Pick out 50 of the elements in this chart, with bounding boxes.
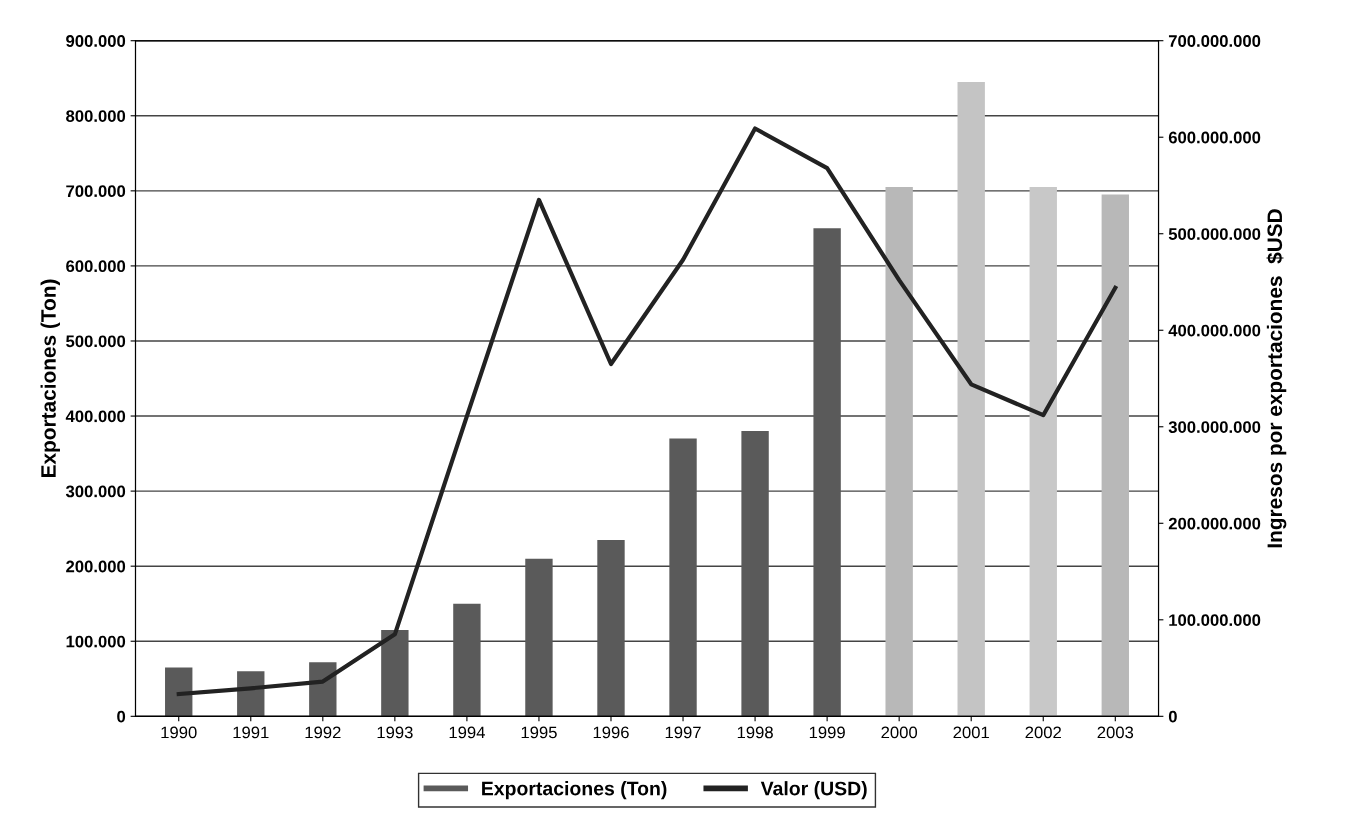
y-tick-label: 300.000 <box>65 485 126 498</box>
x-tick-label: 1997 <box>665 726 701 739</box>
y2-tick-label: 500.000.000 <box>1168 228 1261 240</box>
bar <box>309 662 337 717</box>
line-series <box>176 126 1118 697</box>
x-tick-label: 1996 <box>593 726 629 739</box>
x-tick-label: 1993 <box>377 726 413 739</box>
y2-tick-label: 100.000.000 <box>1169 614 1261 627</box>
y2-tick-label: 400.000.000 <box>1168 324 1261 337</box>
x-tick-label: 1994 <box>449 726 485 739</box>
x-tick-label: 2001 <box>953 726 989 739</box>
y-tick-label: 500.000 <box>66 335 126 348</box>
bar <box>165 667 193 717</box>
y-tick-label: 100.000 <box>66 635 126 648</box>
x-tick-label: 1998 <box>737 726 773 739</box>
y-tick-label: 400.000 <box>65 410 126 423</box>
x-tick-label: 2003 <box>1097 726 1134 739</box>
bar <box>381 629 409 717</box>
y2-tick-label: 200.000.000 <box>1168 517 1261 530</box>
x-tick-label: 2002 <box>1025 726 1061 739</box>
bar <box>813 228 841 717</box>
bar <box>597 539 625 717</box>
y-tick-label: 900.000 <box>66 35 126 47</box>
bar <box>669 438 697 717</box>
y2-tick-label: 700.000.000 <box>1168 35 1261 47</box>
legend-label: Valor (USD) <box>760 781 867 800</box>
y-tick-label: 200.000 <box>66 560 126 573</box>
bar <box>957 81 985 717</box>
x-tick-label: 1990 <box>161 726 197 739</box>
y2-tick-label: 0 <box>1168 710 1177 723</box>
bar <box>885 187 913 717</box>
bar <box>1101 194 1129 717</box>
y2-tick-label: 300.000.000 <box>1168 421 1261 433</box>
x-tick-label: 1991 <box>233 726 269 739</box>
bar <box>741 431 769 717</box>
y-tick-label: 0 <box>117 710 126 723</box>
y-tick-label: 600.000 <box>66 260 126 273</box>
bar <box>525 558 553 717</box>
y2-axis-title: Ingresos por exportaciones $USD <box>1266 209 1287 548</box>
legend-label: Exportaciones (Ton) <box>482 781 667 800</box>
x-tick-label: 1995 <box>521 726 557 739</box>
x-tick-label: 1992 <box>305 726 341 739</box>
y-tick-label: 700.000 <box>66 185 126 198</box>
x-tick-label: 2000 <box>881 726 918 739</box>
y-tick-label: 800.000 <box>66 110 126 122</box>
y-axis-title: Exportaciones (Ton) <box>40 279 60 478</box>
bar <box>1029 187 1057 717</box>
bar <box>453 603 481 717</box>
y2-tick-label: 600.000.000 <box>1168 131 1261 144</box>
x-tick-label: 1999 <box>809 726 845 739</box>
